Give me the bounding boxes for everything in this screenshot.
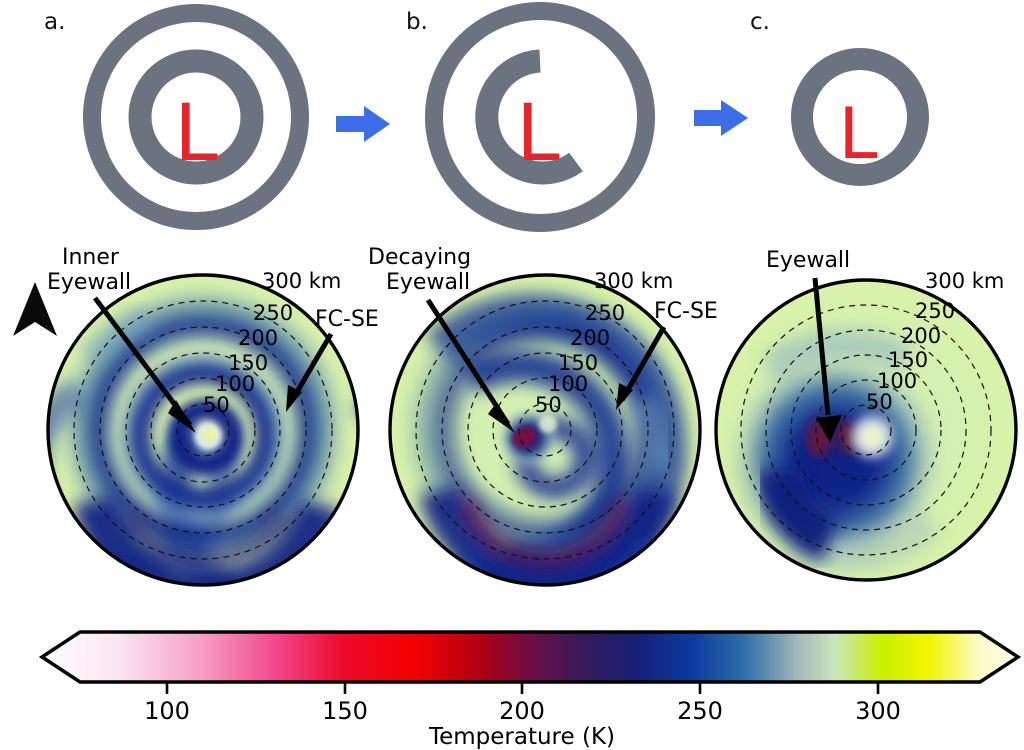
decaying-eyewall-annotation-arrow xyxy=(425,298,515,433)
transition-arrow-b-to-c xyxy=(694,100,748,136)
colorbar-ticks xyxy=(165,682,880,694)
low-pressure-symbol-c: L xyxy=(839,93,878,175)
range-ring-200-a xyxy=(99,326,307,534)
ring-label-100-b: 100 xyxy=(548,372,588,396)
range-ring-200-c xyxy=(765,329,967,531)
range-ring-100-b xyxy=(492,377,598,483)
ring-label-200-a: 200 xyxy=(238,326,278,350)
fcse-annotation-a-arrow xyxy=(286,332,334,412)
eyewall-annotation-label: Eyewall xyxy=(766,248,850,273)
ring-label-200-b: 200 xyxy=(570,326,610,350)
inner-eyewall-ring-a xyxy=(128,49,264,185)
ring-label-300-c: 300 km xyxy=(925,269,1004,293)
range-ring-300-c xyxy=(714,278,1018,582)
ring-label-150-c: 150 xyxy=(888,348,928,372)
inner-eyewall-annotation-line1: Inner xyxy=(62,245,120,270)
panel-c-letter: c. xyxy=(750,9,770,35)
low-pressure-symbol-b: L xyxy=(516,89,560,179)
range-ring-150-c xyxy=(790,354,942,506)
colorbar-tick-label-200: 200 xyxy=(499,697,545,725)
ring-label-200-c: 200 xyxy=(901,324,941,348)
colorbar-title: Temperature (K) xyxy=(428,724,615,750)
colorbar-tick-label-300: 300 xyxy=(855,697,901,725)
range-ring-50-a xyxy=(176,403,230,457)
range-ring-250-b xyxy=(415,300,675,560)
fcse-annotation-b-arrow xyxy=(616,325,667,410)
range-ring-100-c xyxy=(815,379,917,481)
range-ring-150-b xyxy=(467,352,623,508)
range-ring-250-a xyxy=(73,300,333,560)
ring-label-250-b: 250 xyxy=(585,301,625,325)
radar-panel-c: 300 km 250 200 150 100 50 Eyewall xyxy=(714,248,1018,582)
colorbar-gradient-bar xyxy=(38,630,1022,684)
outer-eyewall-ring-a xyxy=(83,4,309,230)
range-ring-300-a xyxy=(46,273,360,587)
inner-eyewall-annotation-arrow xyxy=(92,296,196,433)
panel-a-letter: a. xyxy=(44,9,65,35)
outer-eyewall-ring-b xyxy=(425,2,655,232)
fcse-annotation-b-label: FC-SE xyxy=(654,299,718,324)
range-ring-100-a xyxy=(150,377,256,483)
fcse-annotation-a-label: FC-SE xyxy=(315,307,379,332)
ring-label-50-c: 50 xyxy=(866,390,893,414)
range-ring-50-b xyxy=(518,403,572,457)
ring-label-250-c: 250 xyxy=(915,299,955,323)
decaying-inner-eyewall-arc-b xyxy=(475,49,583,185)
colorbar-tick-label-250: 250 xyxy=(677,697,723,725)
schematic-panel-c: c. L xyxy=(750,9,929,186)
inner-eyewall-annotation-line2: Eyewall xyxy=(47,270,131,295)
eyewall-ring-c xyxy=(791,48,929,186)
decaying-eyewall-annotation-line1: Decaying xyxy=(368,245,471,270)
ring-label-100-a: 100 xyxy=(215,372,255,396)
range-ring-250-c xyxy=(740,304,992,556)
north-arrow xyxy=(13,282,57,336)
schematic-panel-a: a. L xyxy=(44,4,309,230)
colorbar: 100 150 200 250 300 Temperature (K) xyxy=(38,630,1022,750)
colorbar-tick-label-150: 150 xyxy=(322,697,368,725)
ring-label-300-a: 300 km xyxy=(262,269,341,293)
ring-label-100-c: 100 xyxy=(877,369,917,393)
ring-label-250-a: 250 xyxy=(253,301,293,325)
range-ring-300-b xyxy=(388,273,702,587)
schematic-panel-b: b. L xyxy=(406,2,655,232)
ring-label-50-b: 50 xyxy=(535,393,562,417)
ring-label-150-b: 150 xyxy=(558,351,598,375)
low-pressure-symbol-a: L xyxy=(174,89,218,179)
ring-label-50-a: 50 xyxy=(203,393,230,417)
radar-panel-b: 300 km 250 200 150 100 50 Decaying Eyewa… xyxy=(368,245,718,587)
colorbar-tick-label-100: 100 xyxy=(144,697,190,725)
range-ring-150-a xyxy=(125,352,281,508)
ring-label-150-a: 150 xyxy=(228,351,268,375)
ring-label-300-b: 300 km xyxy=(594,269,673,293)
range-ring-50-c xyxy=(840,404,892,456)
transition-arrow-a-to-b xyxy=(336,106,390,142)
eyewall-annotation-arrow xyxy=(812,277,842,442)
panel-b-letter: b. xyxy=(406,9,428,35)
range-ring-200-b xyxy=(441,326,649,534)
decaying-eyewall-annotation-line2: Eyewall xyxy=(386,270,470,295)
